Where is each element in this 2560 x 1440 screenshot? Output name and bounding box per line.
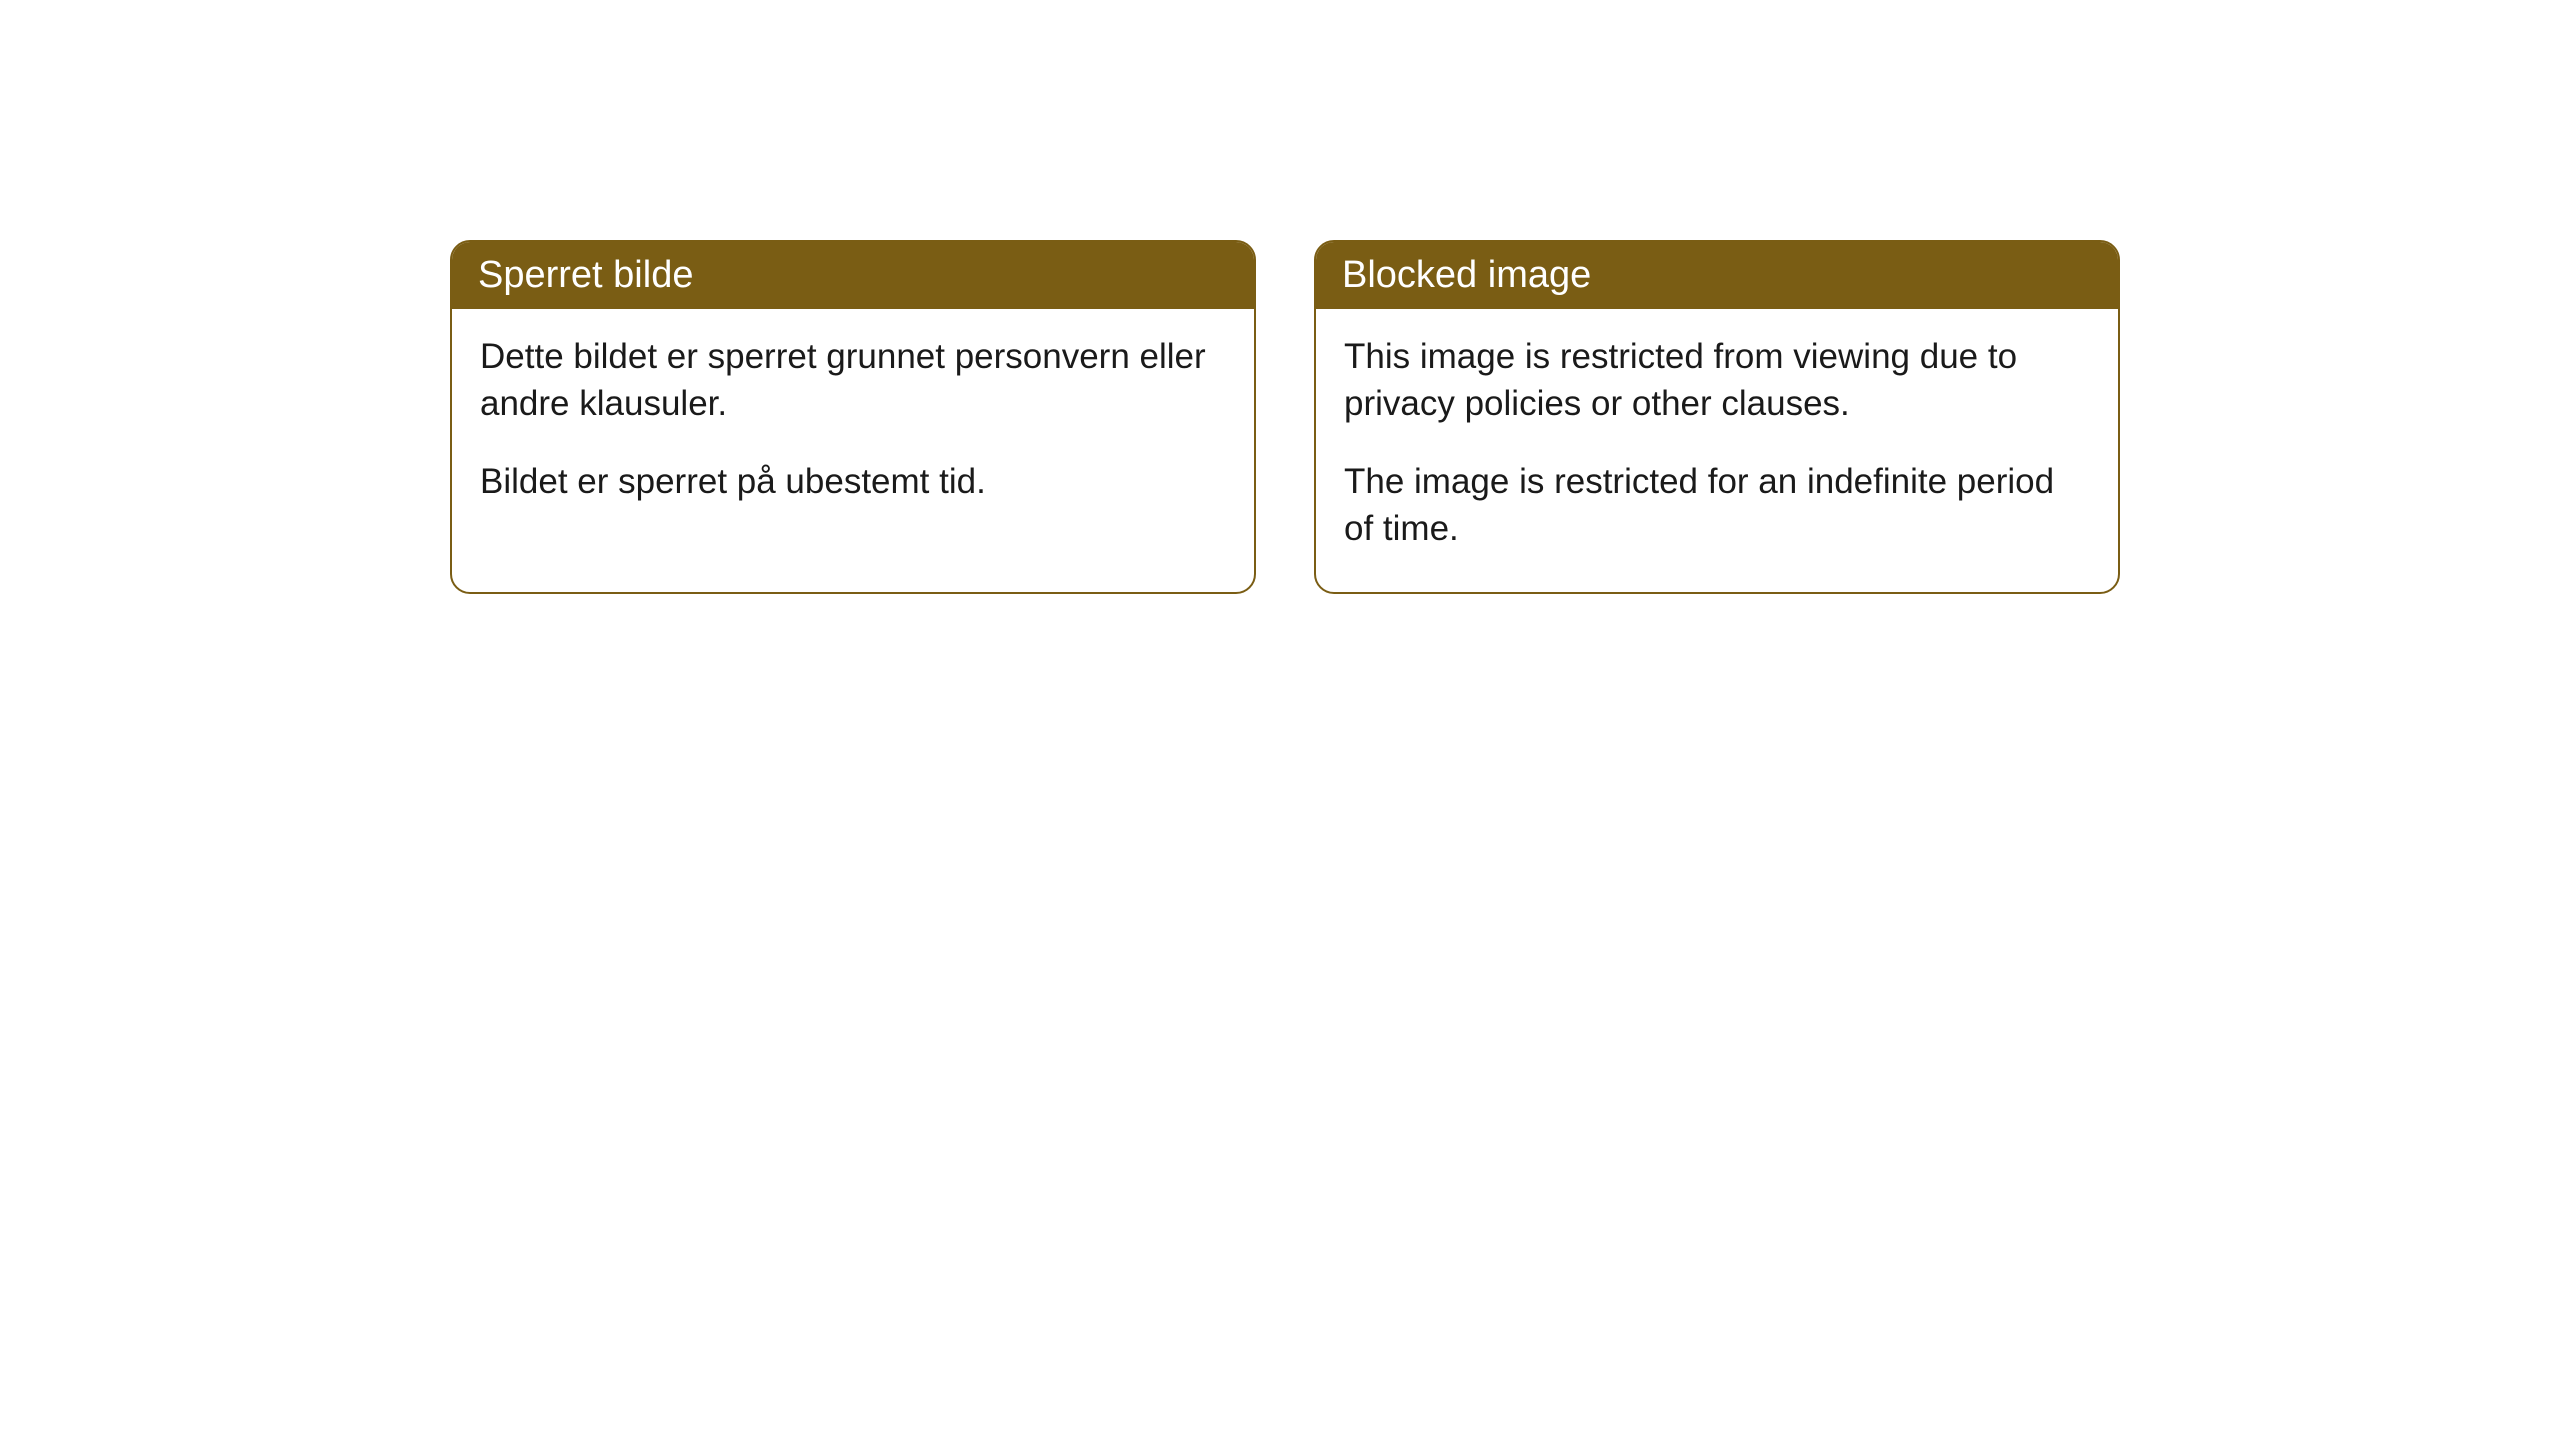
- card-paragraph-en-1: This image is restricted from viewing du…: [1344, 333, 2090, 428]
- blocked-image-card-no: Sperret bilde Dette bildet er sperret gr…: [450, 240, 1256, 594]
- card-paragraph-en-2: The image is restricted for an indefinit…: [1344, 458, 2090, 553]
- card-body-no: Dette bildet er sperret grunnet personve…: [452, 309, 1254, 545]
- card-paragraph-no-1: Dette bildet er sperret grunnet personve…: [480, 333, 1226, 428]
- card-paragraph-no-2: Bildet er sperret på ubestemt tid.: [480, 458, 1226, 505]
- card-header-en: Blocked image: [1316, 242, 2118, 309]
- card-body-en: This image is restricted from viewing du…: [1316, 309, 2118, 592]
- notice-cards-container: Sperret bilde Dette bildet er sperret gr…: [450, 240, 2120, 594]
- blocked-image-card-en: Blocked image This image is restricted f…: [1314, 240, 2120, 594]
- card-header-no: Sperret bilde: [452, 242, 1254, 309]
